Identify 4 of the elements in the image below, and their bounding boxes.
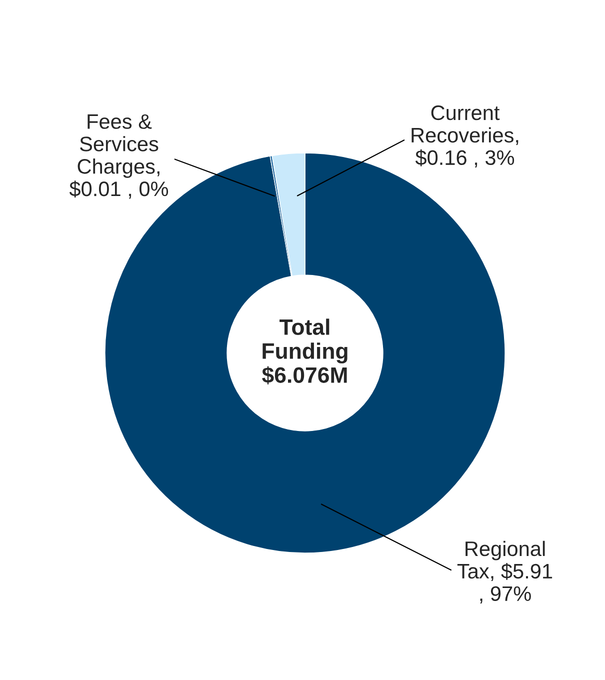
slice-label: Regional Tax, $5.91 , 97% xyxy=(457,540,552,604)
slice-label: Current Recoveries, $0.16 , 3% xyxy=(412,105,518,168)
slice-label: Fees & Services Charges, $0.01 , 0% xyxy=(69,114,168,199)
text: Total Funding $6.076M xyxy=(262,318,348,384)
